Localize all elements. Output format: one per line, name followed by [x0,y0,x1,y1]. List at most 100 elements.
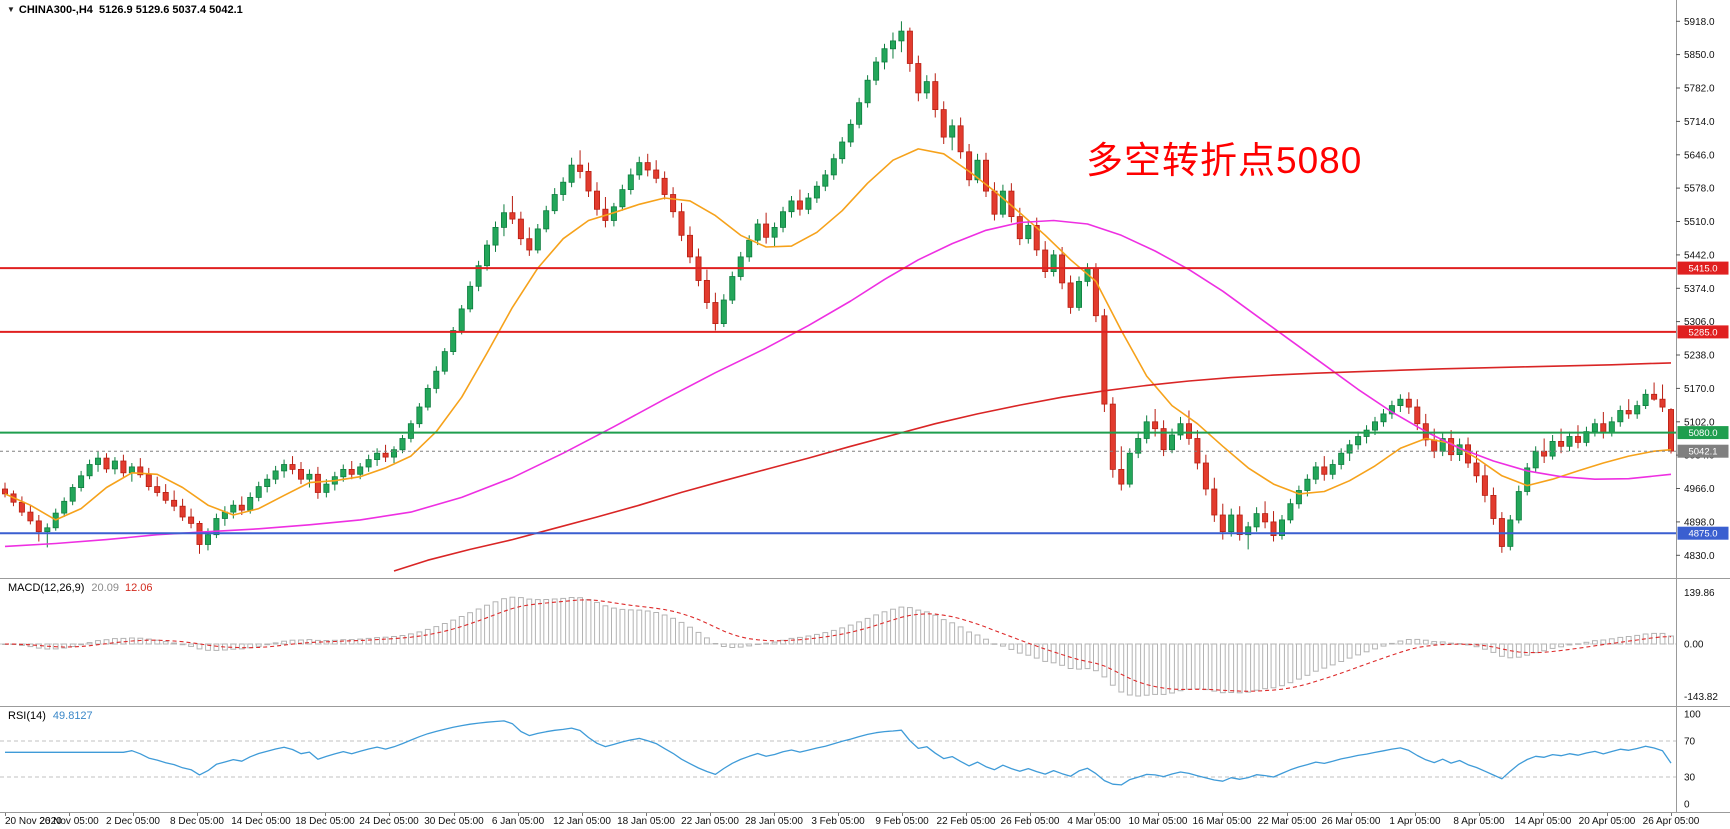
time-tick [1543,813,1544,816]
main-chart-canvas[interactable]: 5918.0 5850.0 5782.0 5714.0 5646.0 5578.0 5510… [0,0,1730,578]
time-tick [1351,813,1352,816]
time-label: 30 Dec 05:00 [424,816,484,827]
macd-axis-label: -143.82 [1684,692,1718,703]
ma-line-slow [393,362,1672,572]
rsi-levels [0,740,1676,778]
macd-value-main: 20.09 [91,582,119,594]
symbol-header: ▼ CHINA300-,H4 5126.9 5129.6 5037.4 5042.… [7,4,243,16]
time-tick [1607,813,1608,816]
rsi-name: RSI(14) [8,710,46,722]
time-tick [69,813,70,816]
svg-text:5238.0: 5238.0 [1684,351,1715,362]
time-label: 8 Dec 05:00 [170,816,224,827]
rsi-axis-label: 100 [1684,710,1701,721]
svg-text:5850.0: 5850.0 [1684,50,1715,61]
time-tick [1671,813,1672,816]
time-label: 26 Apr 05:00 [1642,816,1700,827]
svg-text:5285.0: 5285.0 [1688,327,1717,338]
macd-axis-label: 139.86 [1684,588,1715,599]
time-tick [518,813,519,816]
time-tick [1094,813,1095,816]
time-tick [646,813,647,816]
time-tick [1415,813,1416,816]
time-label: 16 Mar 05:00 [1192,816,1252,827]
time-tick [774,813,775,816]
time-label: 8 Apr 05:00 [1453,816,1505,827]
price-axis[interactable]: 5918.0 5850.0 5782.0 5714.0 5646.0 5578.0 5510… [1676,0,1715,578]
chart-annotation[interactable]: 多空转折点5080 [1086,140,1363,181]
svg-text:5510.0: 5510.0 [1684,217,1715,228]
time-label: 26 Nov 05:00 [39,816,99,827]
horizontal-lines [0,267,1676,535]
svg-text:5080.0: 5080.0 [1688,428,1717,439]
svg-text:5170.0: 5170.0 [1684,384,1715,395]
time-tick [710,813,711,816]
time-label: 26 Mar 05:00 [1321,816,1381,827]
rsi-axis-label: 70 [1684,737,1696,748]
rsi-line [5,720,1672,786]
time-label: 2 Dec 05:00 [106,816,160,827]
svg-text:5306.0: 5306.0 [1684,317,1715,328]
time-tick [1479,813,1480,816]
time-label: 9 Feb 05:00 [875,816,929,827]
svg-text:5918.0: 5918.0 [1684,17,1715,28]
time-label: 4 Mar 05:00 [1067,816,1121,827]
time-tick [197,813,198,816]
macd-signal-line [4,599,1672,692]
time-label: 24 Dec 05:00 [359,816,419,827]
time-label: 28 Jan 05:00 [745,816,803,827]
macd-name: MACD(12,26,9) [8,582,85,594]
svg-text:5782.0: 5782.0 [1684,84,1715,95]
svg-text:4898.0: 4898.0 [1684,517,1715,528]
svg-text:5578.0: 5578.0 [1684,184,1715,195]
svg-text:5415.0: 5415.0 [1688,264,1717,275]
time-label: 22 Mar 05:00 [1257,816,1317,827]
time-label: 3 Feb 05:00 [811,816,865,827]
time-label: 14 Apr 05:00 [1514,816,1572,827]
time-tick [1287,813,1288,816]
macd-panel-canvas[interactable]: 139.86 0.00 -143.82 [0,578,1730,706]
time-label: 6 Jan 05:00 [491,816,545,827]
svg-text:5442.0: 5442.0 [1684,250,1715,261]
time-tick [133,813,134,816]
symbol-ohlc-values: 5126.9 5129.6 5037.4 5042.1 [99,4,243,16]
time-label: 20 Nov 2020 [5,816,62,827]
rsi-axis-label: 0 [1684,800,1690,811]
svg-text:4875.0: 4875.0 [1688,529,1717,540]
time-tick [902,813,903,816]
time-label: 18 Jan 05:00 [617,816,675,827]
time-tick [1158,813,1159,816]
time-tick [261,813,262,816]
time-label: 26 Feb 05:00 [1000,816,1060,827]
macd-axis-label: 0.00 [1684,640,1704,651]
time-tick [582,813,583,816]
rsi-value: 49.8127 [52,710,93,722]
time-tick [325,813,326,816]
svg-text:4966.0: 4966.0 [1684,484,1715,495]
time-label: 14 Dec 05:00 [231,816,291,827]
macd-histogram [2,596,1674,697]
svg-text:5646.0: 5646.0 [1684,150,1715,161]
svg-text:5374.0: 5374.0 [1684,284,1715,295]
rsi-axis-label: 30 [1684,773,1696,784]
symbol-dropdown-icon[interactable]: ▼ [7,5,15,14]
time-tick [1222,813,1223,816]
time-axis[interactable]: 20 Nov 2020 26 Nov 05:00 2 Dec 05:00 8 Dec … [0,812,1730,829]
time-label: 20 Apr 05:00 [1578,816,1636,827]
time-label: 22 Jan 05:00 [681,816,739,827]
time-label: 12 Jan 05:00 [553,816,611,827]
rsi-indicator-label: RSI(14) 49.8127 [8,710,93,722]
symbol-period-label: CHINA300-,H4 [18,4,93,16]
ma-line-fast [4,148,1672,521]
time-tick [389,813,390,816]
time-label: 10 Mar 05:00 [1128,816,1188,827]
svg-text:5714.0: 5714.0 [1684,117,1715,128]
svg-text:4830.0: 4830.0 [1684,551,1715,562]
time-label: 18 Dec 05:00 [295,816,355,827]
rsi-panel-canvas[interactable]: 100 70 30 0 [0,706,1730,812]
macd-value-signal: 12.06 [124,582,153,594]
time-label: 1 Apr 05:00 [1389,816,1441,827]
time-tick [5,813,6,816]
candlesticks [2,21,1675,554]
